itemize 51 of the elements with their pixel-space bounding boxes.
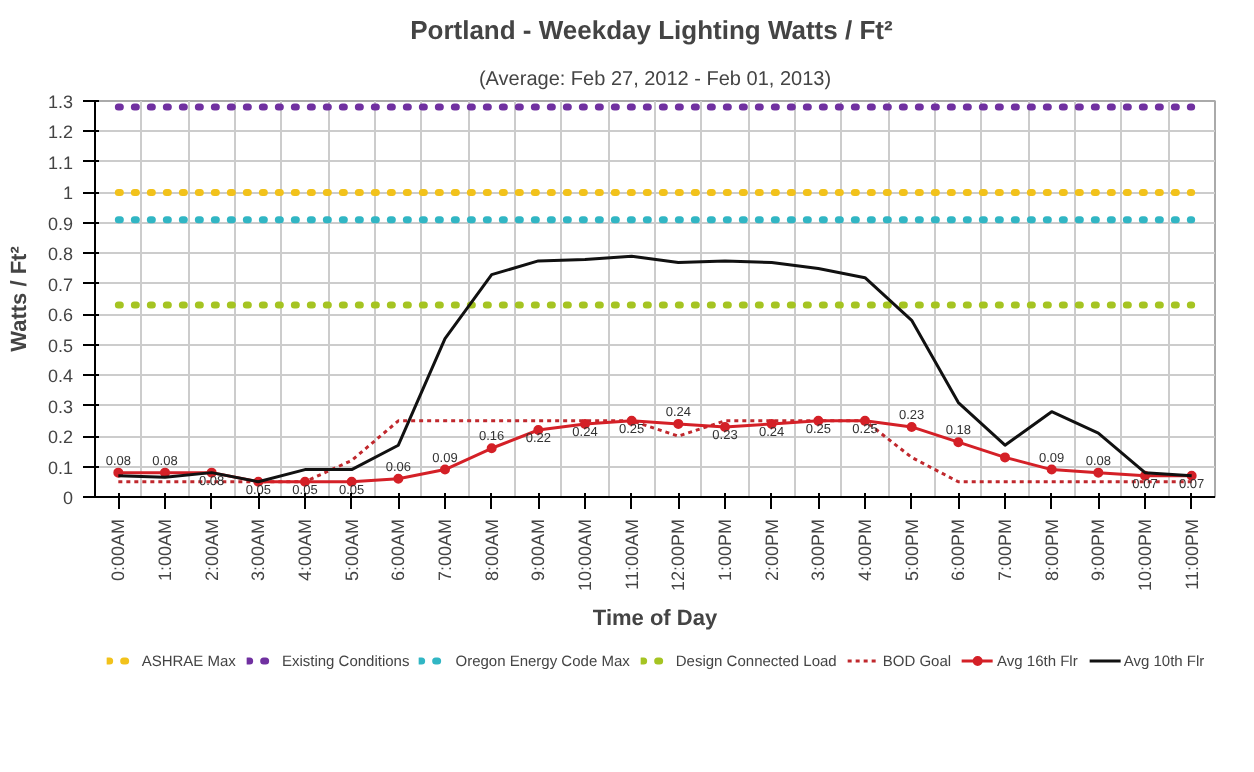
x-tick-label: 9:00PM	[1088, 518, 1109, 582]
x-tick-label: 4:00PM	[855, 518, 875, 582]
x-tick-label: 8:00AM	[481, 518, 502, 582]
point	[486, 443, 497, 454]
x-tick-label: 2:00PM	[761, 518, 782, 582]
point	[1093, 467, 1104, 478]
x-tick-label: 5:00AM	[341, 518, 362, 582]
point	[440, 464, 450, 475]
y-tick-label: 0.9	[47, 213, 74, 234]
y-tick-label: 0.4	[47, 366, 74, 387]
x-tick-label: 6:00PM	[948, 518, 969, 582]
y-tick-label: 0.6	[47, 305, 74, 326]
x-tick-label: 8:00PM	[1041, 518, 1062, 582]
point	[393, 473, 404, 484]
y-tick-label: 1.3	[47, 92, 74, 112]
x-tick-label: 7:00PM	[995, 518, 1015, 582]
point	[1046, 464, 1057, 475]
y-axis-title: Watts / Ft²	[7, 245, 32, 352]
chart-subtitle: (Average: Feb 27, 2012 - Feb 01, 2013)	[478, 69, 832, 91]
x-tick-label: 4:00AM	[295, 518, 315, 582]
x-tick-label: 6:00AM	[388, 518, 409, 582]
x-tick-label: 12:00PM	[668, 518, 689, 592]
y-tick-label: 1	[62, 183, 74, 204]
chart-title: Portland - Weekday Lighting Watts / Ft²	[410, 15, 894, 45]
x-tick-label: 10:00AM	[575, 518, 595, 592]
y-tick-label: 0.8	[47, 244, 74, 265]
y-tick-label: 0.1	[47, 457, 74, 478]
x-tick-label: 11:00PM	[1181, 518, 1202, 590]
x-tick-label: 2:00AM	[201, 518, 222, 582]
y-tick-label: 0.2	[47, 427, 74, 448]
y-tick-label: 1.2	[47, 122, 74, 143]
x-tick-label: 9:00AM	[528, 518, 549, 582]
y-tick-label: 0	[62, 488, 74, 508]
x-tick-label: 1:00PM	[715, 518, 735, 582]
point	[673, 418, 684, 429]
x-tick-label: 3:00AM	[248, 518, 269, 582]
point	[1000, 452, 1010, 463]
x-axis-title: Time of Day	[592, 607, 719, 632]
y-tick-label: 0.7	[47, 274, 74, 295]
point	[906, 421, 917, 432]
point	[953, 437, 964, 448]
y-tick-label: 1.1	[47, 152, 74, 173]
x-tick-label: 7:00AM	[435, 518, 455, 582]
x-tick-label: 0:00AM	[108, 518, 129, 582]
y-tick-label: 0.5	[47, 335, 74, 356]
x-tick-label: 11:00AM	[621, 518, 642, 590]
x-tick-label: 5:00PM	[901, 518, 922, 582]
x-tick-label: 3:00PM	[808, 518, 829, 582]
x-tick-label: 10:00PM	[1135, 518, 1155, 592]
x-tick-label: 1:00AM	[155, 518, 175, 582]
y-tick-label: 0.3	[47, 396, 74, 417]
